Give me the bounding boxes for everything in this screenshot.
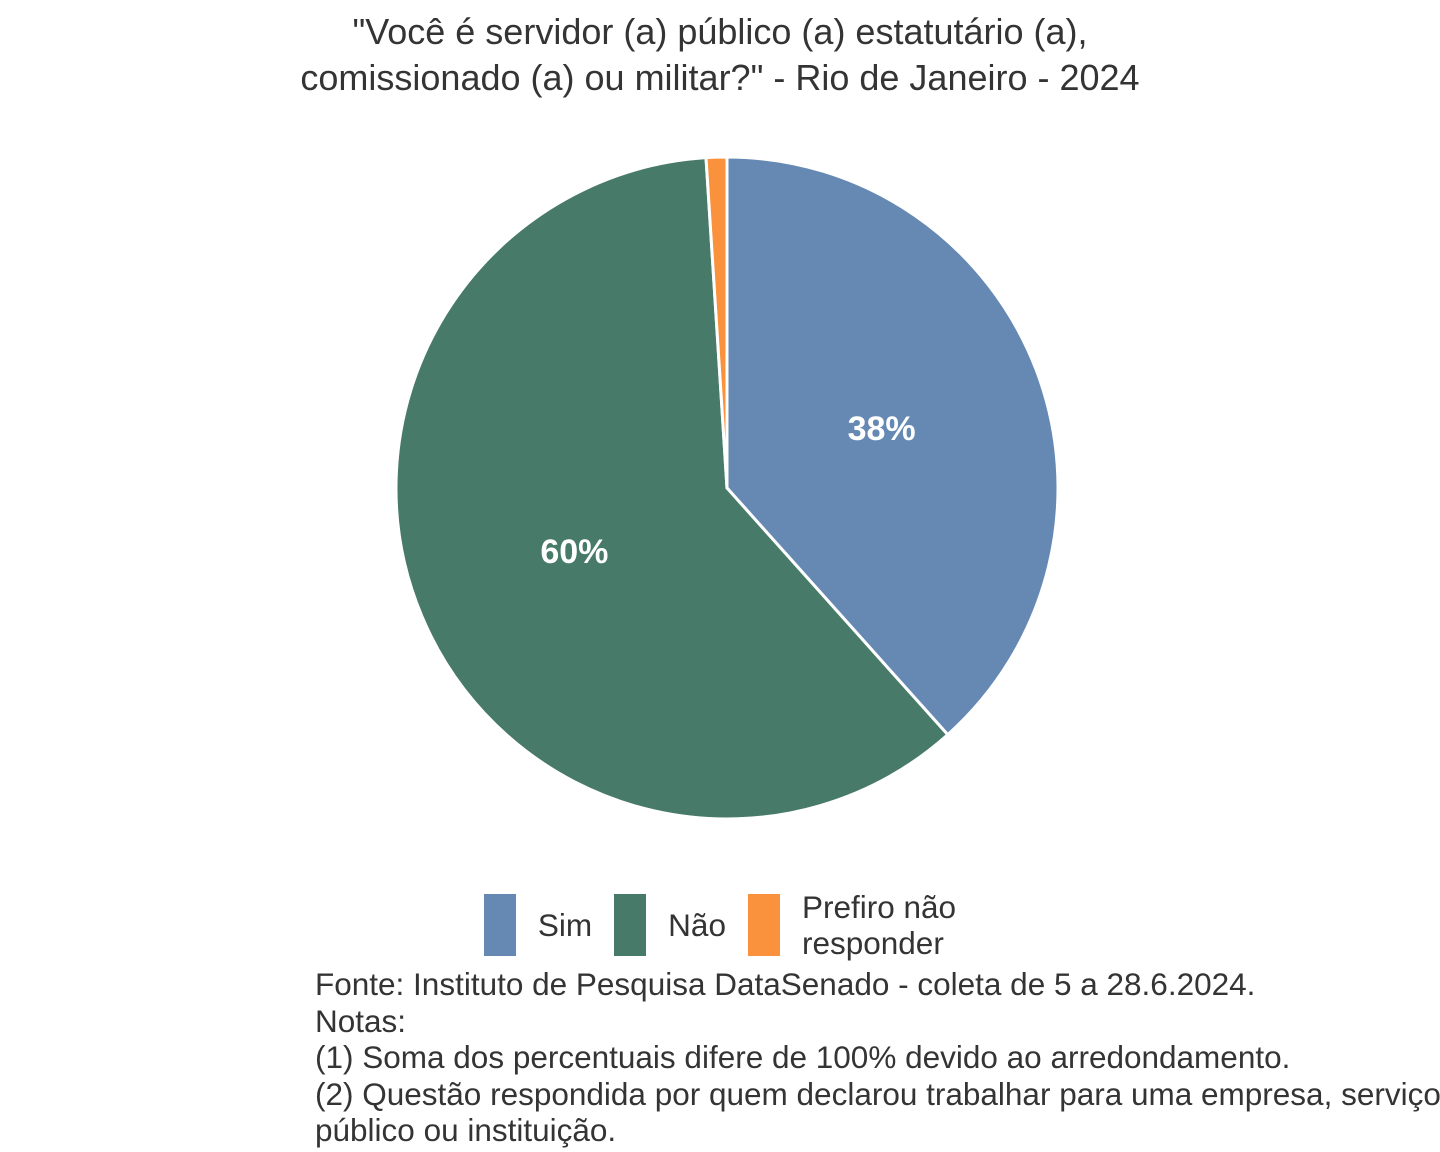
legend-label-line1: Prefiro não (801, 889, 957, 925)
legend-key-sim (483, 894, 516, 956)
legend-label-prefiro-nao-responder: Prefiro não responder (802, 889, 956, 961)
pie-chart: 38% 60% (394, 155, 1060, 821)
pie-slice (704, 155, 729, 490)
pie-value-label: 60% (540, 533, 608, 571)
footer-note-2: (2) Questão respondida por quem declarou… (315, 1075, 1440, 1149)
legend-item-prefiro-nao-responder: Prefiro não responder (747, 889, 956, 961)
footer-note-1: (1) Soma dos percentuais difere de 100% … (315, 1039, 1291, 1075)
footer-source-line: Fonte: Instituto de Pesquisa DataSenado … (315, 966, 1256, 1002)
footer-notes: Fonte: Instituto de Pesquisa DataSenado … (315, 966, 1440, 1149)
chart-title-line1: "Você é servidor (a) público (a) estatut… (352, 11, 1088, 52)
legend-item-sim: Sim (483, 894, 593, 956)
legend-label-nao: Não (668, 907, 726, 943)
pie-slice (725, 155, 1060, 737)
legend-key-prefiro-nao-responder (747, 894, 780, 956)
legend-item-nao: Não (614, 894, 726, 956)
pie-value-label: 38% (848, 410, 916, 448)
legend-label-line2: responder (801, 925, 944, 961)
chart-title: "Você é servidor (a) público (a) estatut… (0, 9, 1440, 101)
legend-key-nao (614, 894, 647, 956)
footer-notes-heading: Notas: (315, 1002, 407, 1039)
pie-slice (394, 156, 950, 821)
chart-title-line2: comissionado (a) ou militar?" - Rio de J… (300, 57, 1140, 98)
legend-label-sim: Sim (537, 907, 593, 943)
legend: Sim Não Prefiro não responder (0, 889, 1440, 961)
